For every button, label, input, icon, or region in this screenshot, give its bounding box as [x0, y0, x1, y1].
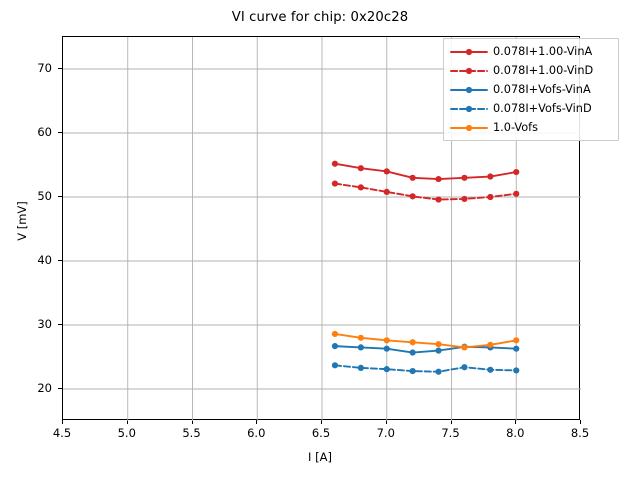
- data-point: [357, 344, 364, 351]
- x-tick-label: 8.5: [570, 426, 590, 440]
- data-point: [357, 184, 364, 191]
- x-tick-mark: [256, 420, 258, 424]
- legend-line-swatch-icon: [449, 82, 489, 98]
- data-series-group: [331, 160, 520, 375]
- data-point: [513, 168, 520, 176]
- data-point: [409, 193, 416, 200]
- data-point: [331, 160, 339, 167]
- legend-line-swatch-icon: [449, 63, 489, 79]
- plot-canvas: [63, 37, 581, 421]
- x-tick-mark: [191, 420, 193, 424]
- data-point: [383, 188, 390, 195]
- y-tick-label: 40: [37, 252, 52, 267]
- data-point: [435, 347, 442, 354]
- data-point: [513, 345, 520, 352]
- y-tick-mark: [58, 196, 62, 197]
- legend-item[interactable]: 0.078I+Vofs-VinA: [449, 80, 613, 99]
- y-tick-mark: [58, 388, 62, 389]
- data-point: [435, 196, 442, 203]
- x-tick-mark: [385, 420, 387, 424]
- data-point: [409, 349, 416, 356]
- x-axis-label: I [A]: [308, 450, 332, 464]
- x-tick-mark: [580, 420, 581, 424]
- y-tick-mark: [58, 324, 62, 325]
- x-tick-mark: [62, 420, 63, 424]
- x-tick-label: 6.5: [311, 426, 331, 440]
- data-point: [331, 343, 339, 350]
- data-point: [357, 165, 364, 172]
- chart-title: VI curve for chip: 0x20c28: [231, 10, 409, 25]
- x-tick-label: 5.5: [182, 426, 201, 440]
- data-point: [461, 174, 468, 181]
- y-tick-mark: [58, 132, 62, 133]
- data-point: [331, 330, 339, 338]
- y-tick-mark: [58, 68, 62, 69]
- data-point: [409, 367, 416, 375]
- data-point: [461, 344, 468, 351]
- data-point: [409, 339, 416, 346]
- legend-item[interactable]: 0.078I+Vofs-VinD: [449, 99, 613, 118]
- legend-line-swatch-icon: [449, 120, 489, 136]
- legend-item[interactable]: 0.078I+1.00-VinD: [449, 61, 613, 80]
- plot-area: [62, 36, 581, 421]
- data-point: [435, 341, 442, 348]
- legend-label: 0.078I+1.00-VinA: [493, 45, 593, 58]
- data-point: [409, 174, 416, 181]
- x-tick-label: 4.5: [52, 426, 72, 440]
- legend-item[interactable]: 0.078I+1.00-VinA: [449, 42, 613, 61]
- x-tick-mark: [321, 420, 322, 424]
- data-point: [331, 180, 339, 187]
- legend-label: 1.0-Vofs: [493, 121, 539, 134]
- data-point: [513, 337, 520, 344]
- x-tick-mark: [515, 420, 517, 424]
- chart-legend: 0.078I+1.00-VinA 0.078I+1.00-VinD 0.078I+V…: [443, 38, 619, 141]
- series-line-2: [334, 345, 518, 354]
- data-point: [513, 367, 520, 374]
- data-point: [461, 364, 468, 371]
- y-tick-label: 60: [37, 124, 52, 139]
- legend-line-swatch-icon: [449, 44, 489, 60]
- x-tick-label: 7.5: [441, 426, 460, 440]
- data-point: [383, 366, 390, 373]
- x-tick-mark: [450, 420, 452, 424]
- data-point: [357, 334, 364, 341]
- data-point: [487, 173, 494, 180]
- y-tick-label: 20: [37, 380, 52, 395]
- data-point: [487, 366, 494, 373]
- legend-label: 0.078I+Vofs-VinD: [493, 102, 592, 115]
- x-tick-label: 8.0: [506, 426, 525, 440]
- x-tick-label: 5.0: [117, 426, 136, 440]
- data-point: [383, 337, 390, 344]
- data-point: [487, 341, 494, 348]
- series-line-1: [334, 182, 518, 201]
- legend-line-swatch-icon: [449, 101, 489, 117]
- data-point: [383, 168, 390, 175]
- series-line-0: [334, 162, 518, 181]
- data-point: [331, 362, 339, 369]
- x-tick-mark: [126, 420, 128, 424]
- legend-label: 0.078I+Vofs-VinA: [493, 83, 591, 96]
- legend-label: 0.078I+1.00-VinD: [493, 64, 594, 77]
- y-tick-label: 50: [37, 188, 52, 203]
- y-tick-mark: [58, 260, 62, 261]
- x-tick-label: 6.0: [247, 426, 266, 440]
- legend-item[interactable]: 1.0-Vofs: [449, 118, 613, 137]
- x-tick-label: 7.0: [376, 426, 395, 440]
- data-point: [383, 345, 390, 352]
- y-tick-label: 70: [37, 60, 52, 75]
- data-point: [461, 195, 468, 203]
- y-tick-label: 30: [37, 316, 52, 331]
- series-line-3: [334, 364, 518, 373]
- series-line-4: [334, 333, 518, 349]
- data-point: [513, 190, 520, 197]
- data-point: [435, 368, 442, 375]
- data-point: [357, 364, 364, 371]
- data-point: [487, 193, 494, 201]
- data-point: [435, 175, 442, 183]
